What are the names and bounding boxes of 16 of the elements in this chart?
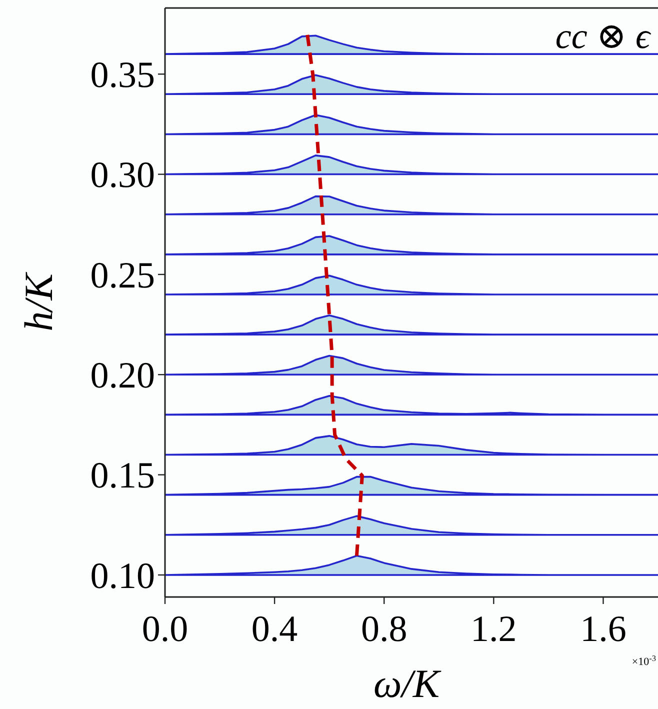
y-axis-title: h/K xyxy=(16,271,61,332)
y-tick-label: 0.20 xyxy=(90,356,155,397)
annotation: cc ⊗ ϵ xyxy=(555,16,652,56)
x-axis-title: ω/K xyxy=(373,661,442,706)
x-tick-label: 0.4 xyxy=(251,609,298,650)
x-tick-label: 1.6 xyxy=(580,609,626,650)
y-tick-label: 0.25 xyxy=(90,255,155,296)
x-tick-label: 0.8 xyxy=(360,609,408,650)
y-tick-label: 0.35 xyxy=(90,55,155,96)
x-tick-label: 1.2 xyxy=(470,609,517,650)
text: ×10$^{-3}$ xyxy=(632,654,656,668)
y-tick-label: 0.15 xyxy=(90,456,155,497)
y-tick-label: 0.30 xyxy=(90,155,155,196)
line-series xyxy=(306,33,364,558)
y-tick-label: 0.10 xyxy=(90,556,155,597)
x-tick-label: 0.0 xyxy=(142,609,188,650)
